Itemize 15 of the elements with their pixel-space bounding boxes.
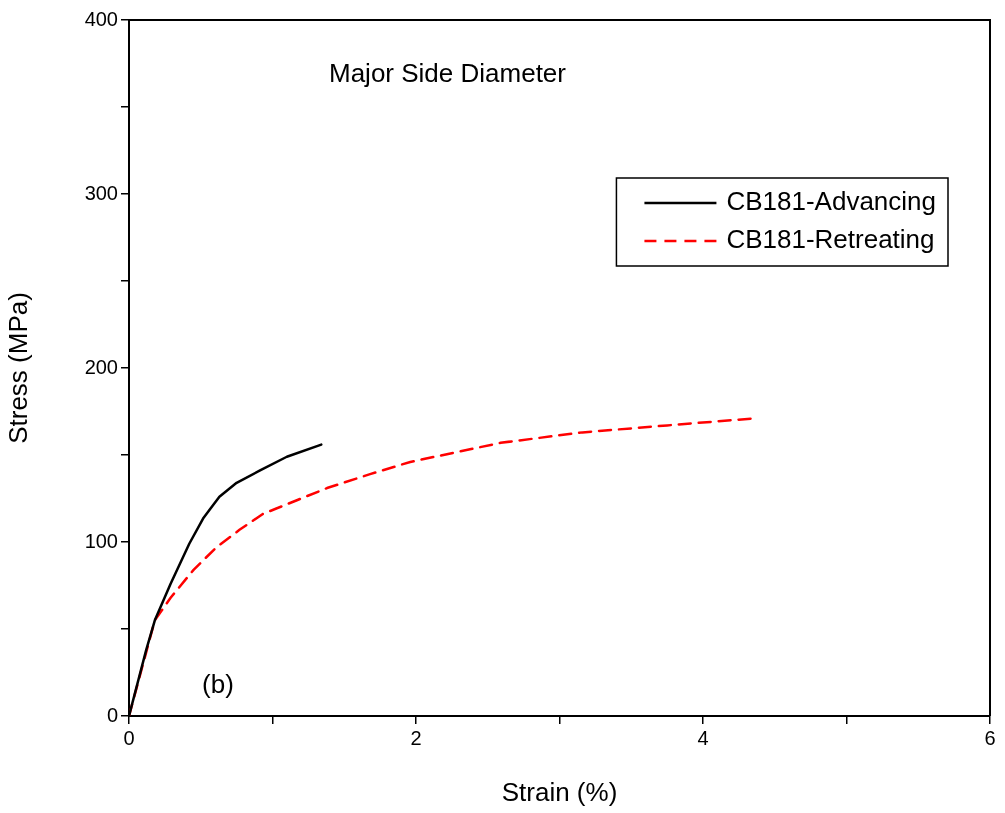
y-tick-label: 0	[106, 703, 118, 726]
x-tick-label: 2	[410, 726, 422, 749]
legend-label: CB181-Retreating	[726, 224, 935, 255]
x-tick-label: 4	[697, 726, 709, 749]
y-tick-label: 400	[84, 7, 118, 30]
x-tick-label: 6	[984, 726, 996, 749]
legend-label: CB181-Advancing	[726, 186, 936, 217]
y-tick-label: 300	[84, 181, 118, 204]
y-tick-label: 200	[84, 355, 118, 378]
x-tick-label: 0	[123, 726, 135, 749]
y-axis-title: Stress (MPa)	[2, 292, 33, 444]
x-axis-title: Strain (%)	[501, 776, 618, 807]
y-tick-label: 100	[84, 529, 118, 552]
annotation: (b)	[202, 669, 234, 700]
text: Major Side Diameter	[329, 58, 567, 89]
